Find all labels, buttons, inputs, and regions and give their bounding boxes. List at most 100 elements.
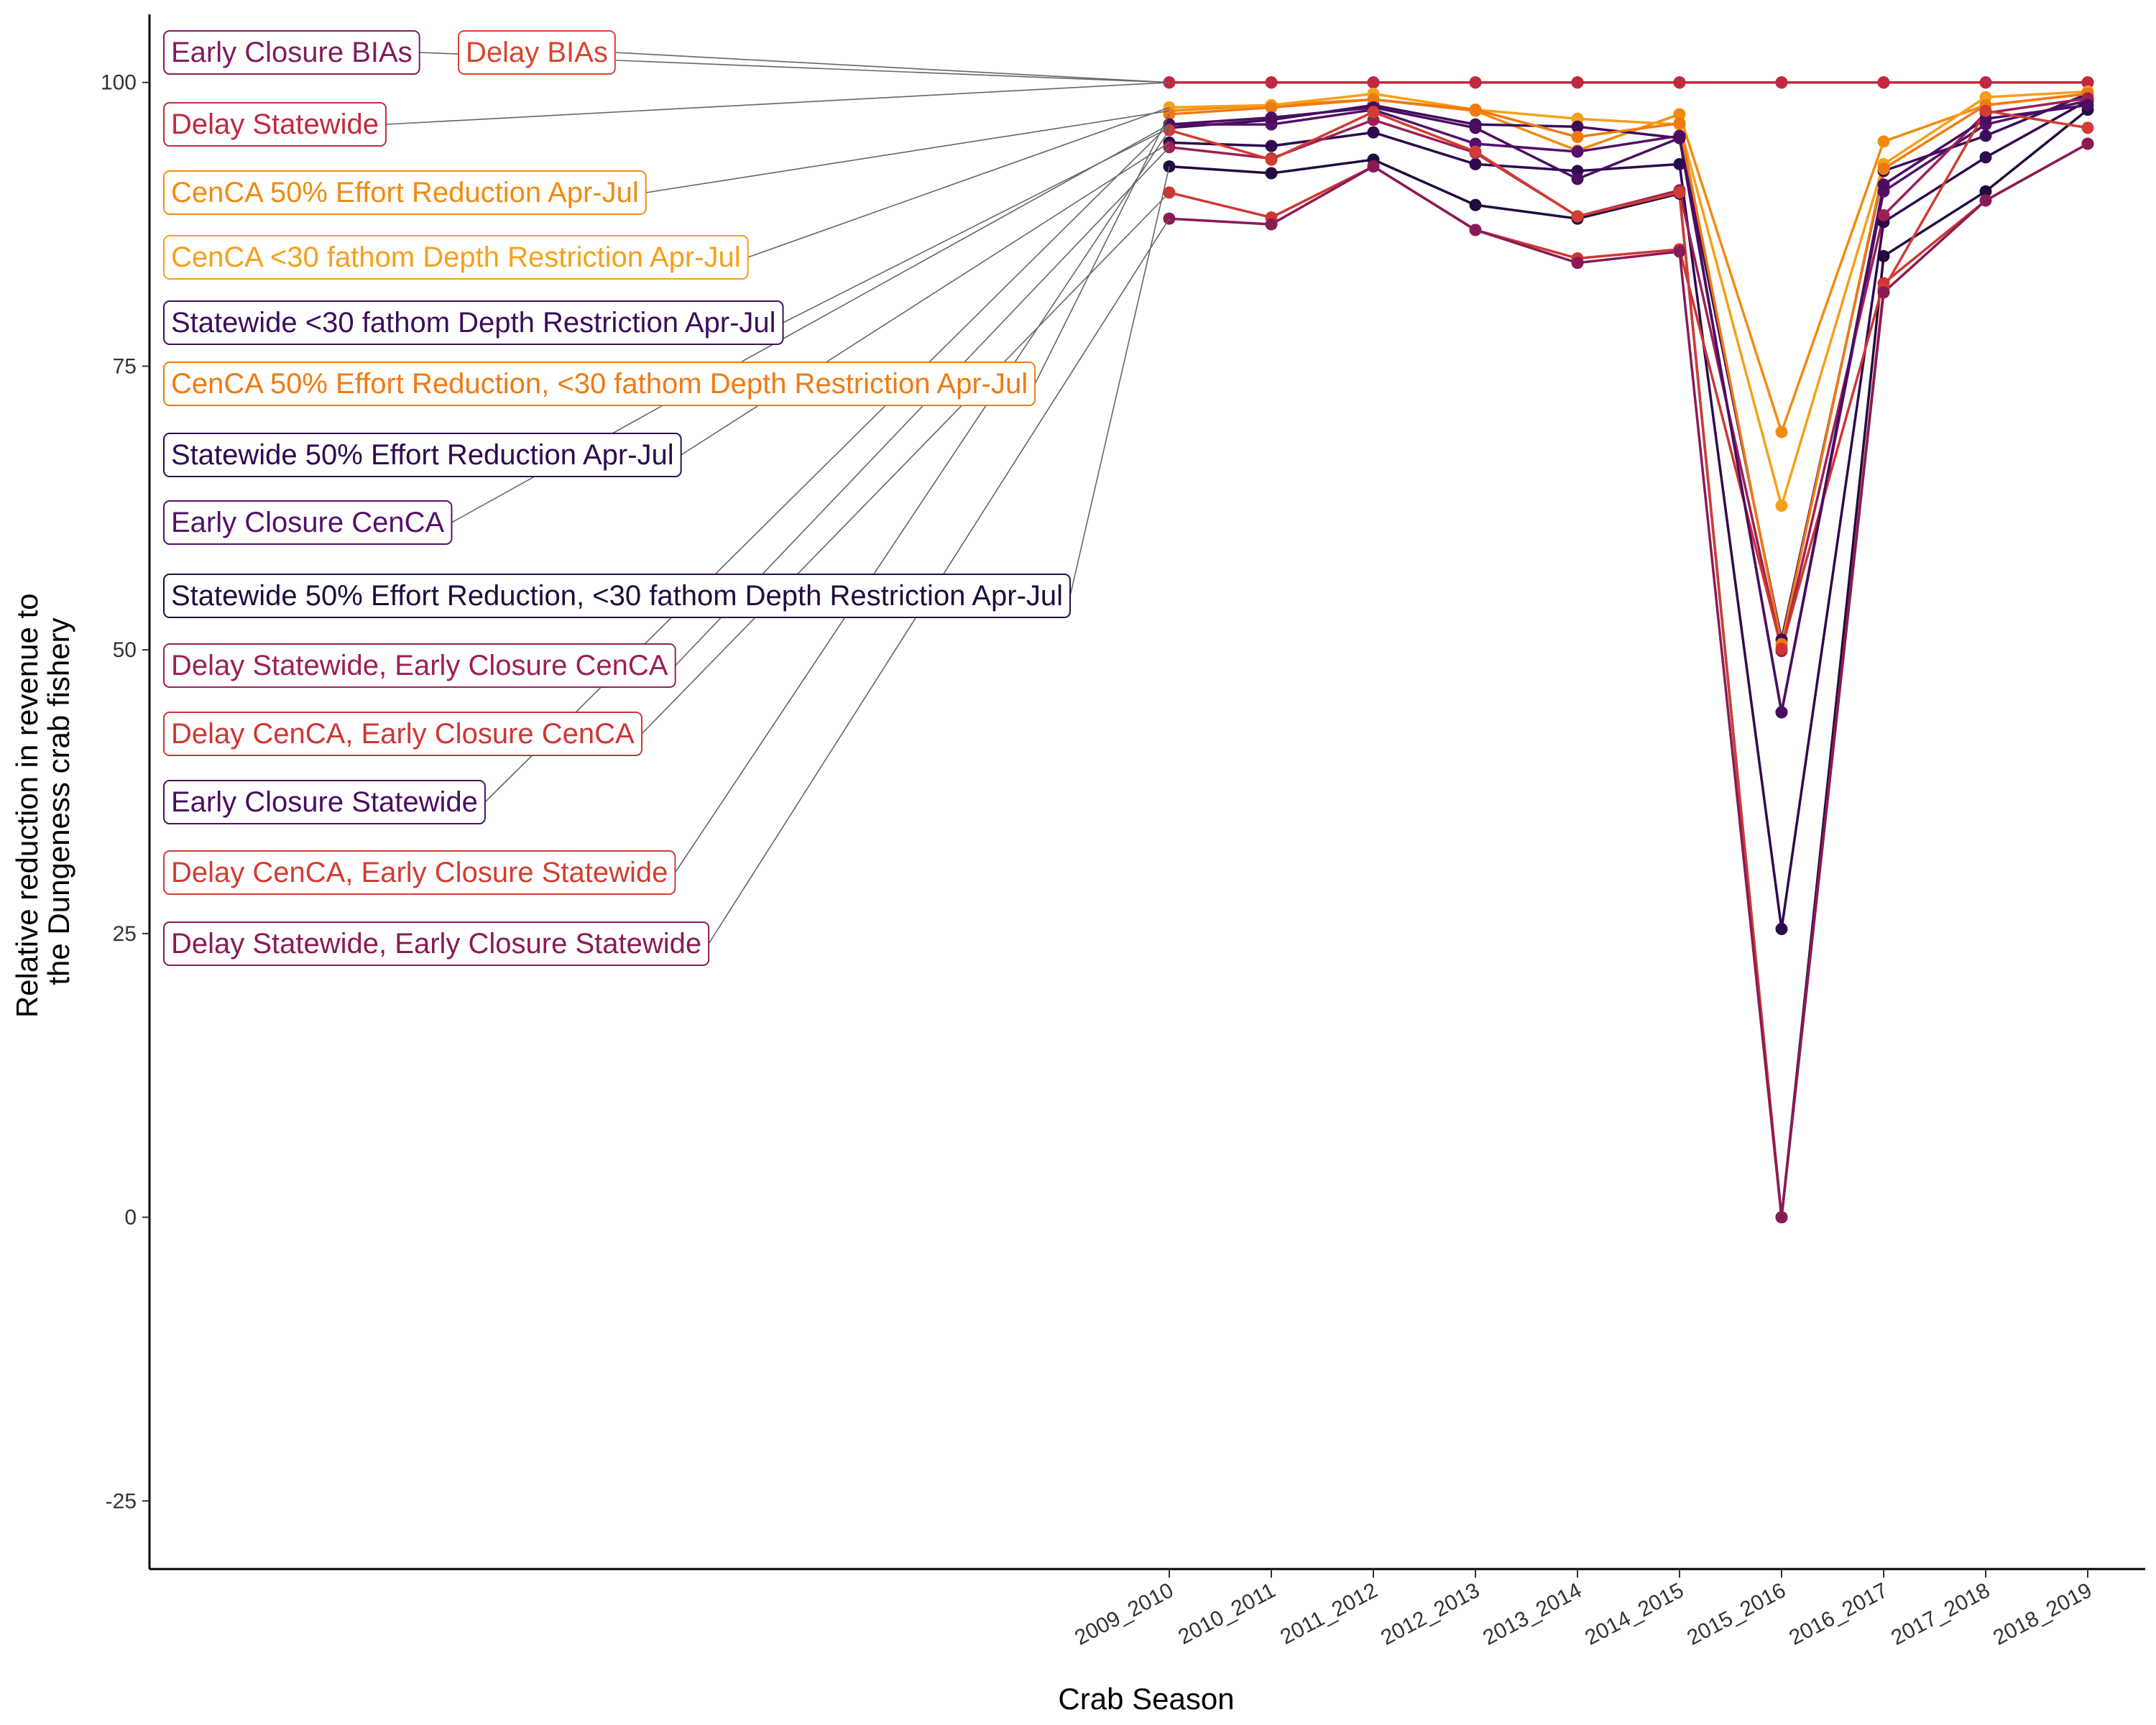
series-label: CenCA 50% Effort Reduction Apr-Jul [171,177,639,208]
data-point [1877,249,1890,262]
label-leader-line [641,192,1170,735]
series-label-frame [163,30,420,75]
data-point [1265,167,1278,180]
series-label: Delay BIAs [466,37,608,68]
series-label: Early Closure CenCA [171,507,444,538]
series-label-frame [163,300,784,345]
series-label-box: Early Closure Statewide [163,780,486,824]
data-point [1367,106,1380,119]
data-point [2081,137,2094,150]
series-label: Delay CenCA, Early Closure Statewide [171,857,668,888]
data-point [1469,224,1482,236]
series-label-box: Statewide 50% Effort Reduction, <30 fath… [163,574,1072,618]
y-tick-label: -25 [106,1489,137,1513]
data-point [1979,185,1992,198]
series-line [1169,109,2089,1219]
series-label: Statewide 50% Effort Reduction Apr-Jul [171,439,674,471]
data-point [1979,129,1992,142]
data-point [1367,126,1380,139]
label-leader-line [614,52,1170,83]
series-label-box: Delay Statewide [163,102,387,147]
series-label-box: CenCA 50% Effort Reduction, <30 fathom D… [163,362,1036,406]
series-label-frame [163,780,486,824]
series-label-box: Early Closure CenCA [163,500,453,545]
data-point [2081,76,2094,89]
series-line [1169,142,2088,1219]
data-point [1877,135,1890,148]
series-label-box: Delay BIAs [458,30,616,75]
series-label: Early Closure BIAs [171,37,413,68]
y-tick-label: 0 [124,1206,137,1230]
series-label: Delay Statewide [171,109,379,140]
data-point [1877,208,1890,221]
series-line [1169,99,2088,714]
data-point [1979,151,1992,164]
data-point [1469,157,1482,170]
data-point [1775,500,1788,512]
data-point [1673,186,1686,199]
data-point [1469,198,1482,211]
data-point [1775,643,1788,656]
series-line [1169,90,2088,507]
series-line [1169,109,2088,1219]
data-point [1673,76,1686,89]
data-point [1775,76,1788,89]
data-point [2081,121,2094,134]
series-label-frame [163,500,453,545]
data-point [1673,108,1686,121]
series-label-frame [163,433,682,477]
series-line [1169,92,2088,646]
data-point [1469,104,1482,116]
series-label: Statewide <30 fathom Depth Restriction A… [171,307,776,339]
label-leader-line [747,106,1170,258]
data-point [1367,160,1380,173]
label-leader-line [674,129,1170,873]
data-point [1571,76,1584,89]
series-label-box: Early Closure BIAs [163,30,420,75]
series-lines [1169,80,2089,1219]
series-label-box: Delay Statewide, Early Closure Statewide [163,921,710,966]
series-label: CenCA 50% Effort Reduction, <30 fathom D… [171,368,1028,400]
series-label-box: CenCA 50% Effort Reduction Apr-Jul [163,170,647,215]
data-point [1979,104,1992,117]
series-labels: Early Closure BIAs Delay BIAs Delay Statew… [163,30,1072,966]
data-point [1673,245,1686,258]
data-point [1469,76,1482,89]
series-label-box: Statewide <30 fathom Depth Restriction A… [163,300,784,345]
data-point [2081,98,2094,111]
series-label-frame [163,235,749,280]
data-point [1265,101,1278,114]
series-label: Delay Statewide, Early Closure CenCA [171,650,668,681]
data-point [1775,1211,1788,1224]
series-label-box: CenCA <30 fathom Depth Restriction Apr-J… [163,235,749,280]
data-point [1775,426,1788,438]
data-point [1673,157,1686,170]
series-label-frame [163,170,647,215]
y-tick-label: 75 [113,354,137,378]
series-label-frame [458,30,616,75]
series-label-frame [163,574,1072,618]
data-point [1571,131,1584,144]
data-point [1877,178,1890,191]
label-leader-line [386,81,1170,125]
data-point [1265,76,1278,89]
series-label: Delay CenCA, Early Closure CenCA [171,718,635,750]
y-tick-label: 100 [101,71,137,95]
data-point [1469,121,1482,134]
series-label-frame [163,921,710,966]
data-point [1979,76,1992,89]
data-point [1265,111,1278,124]
series-label-box: Delay Statewide, Early Closure CenCA [163,643,676,688]
data-point [1571,210,1584,223]
series-line [1169,142,2088,650]
data-point [1265,139,1278,152]
label-leader-line [1069,166,1170,597]
y-axis-title-line-1: Relative reduction in revenue to [10,593,44,1018]
data-point [1571,120,1584,133]
data-point [1367,76,1380,89]
data-point [1877,162,1890,175]
label-leader-line [484,124,1170,803]
label-leader-line [645,110,1170,193]
series-label-box: Statewide 50% Effort Reduction Apr-Jul [163,433,682,477]
